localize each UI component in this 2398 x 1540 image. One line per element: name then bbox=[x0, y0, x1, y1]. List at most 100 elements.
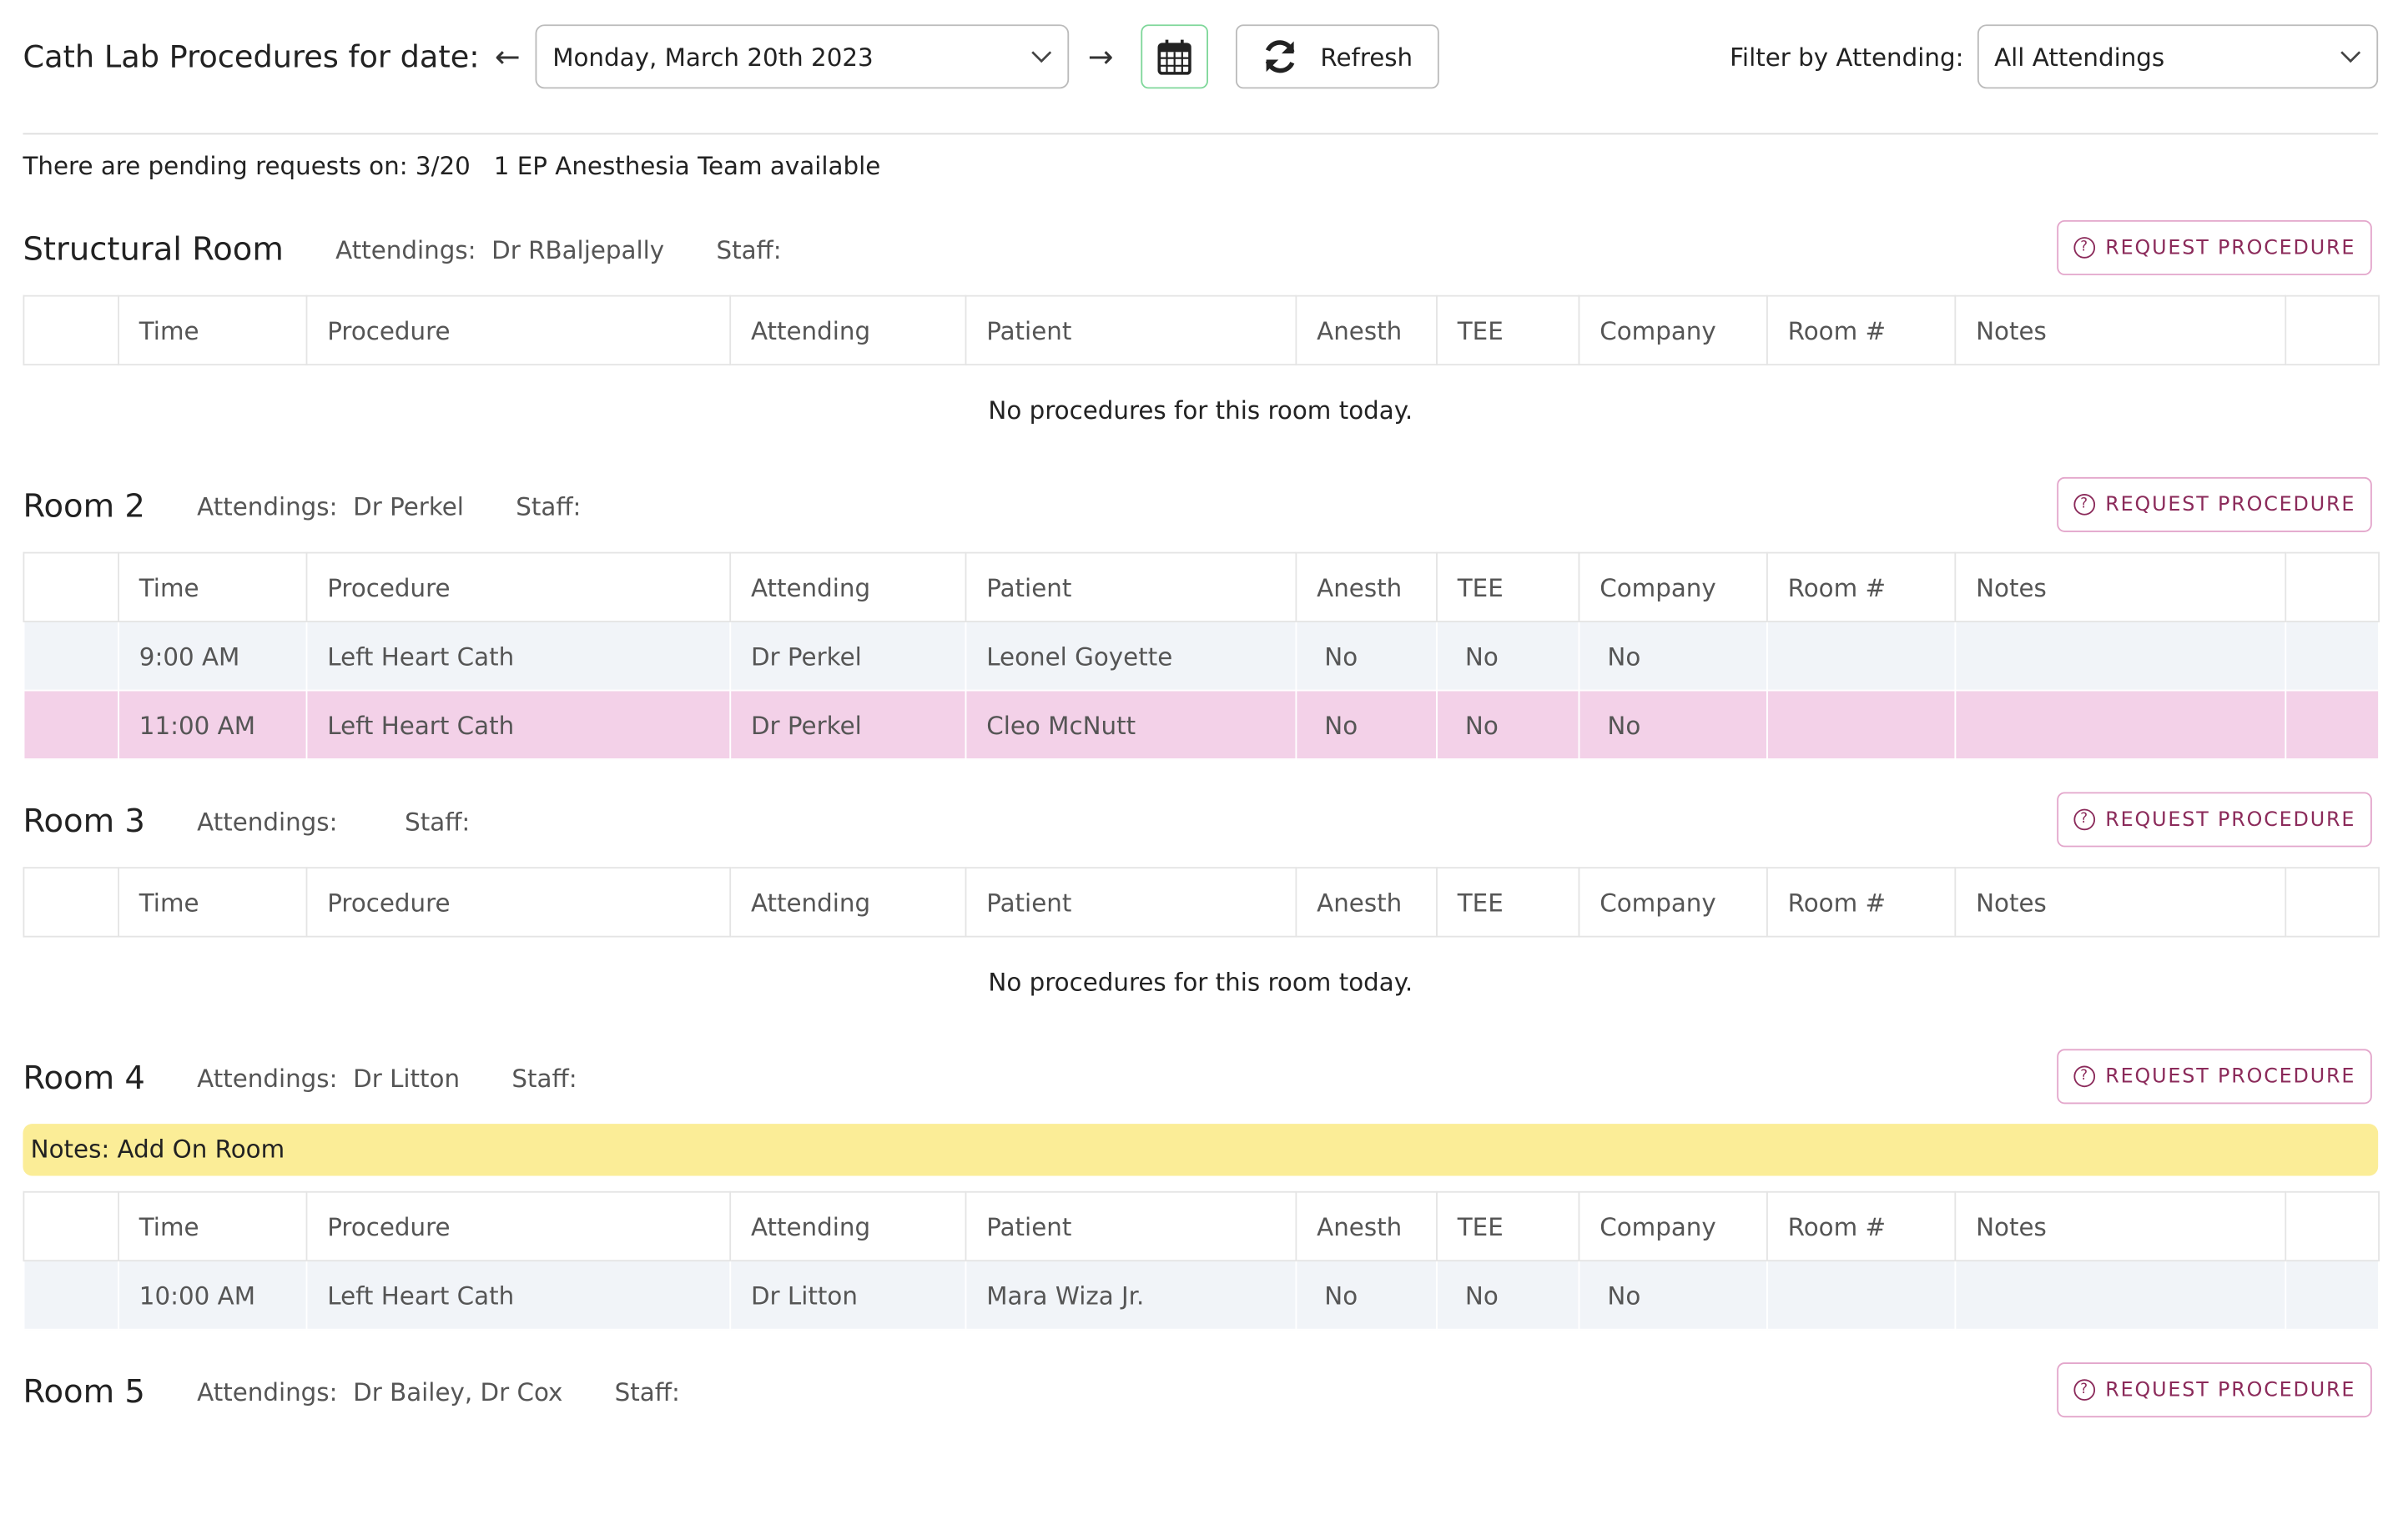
column-header: TEE bbox=[1436, 551, 1580, 622]
column-header: Room # bbox=[1766, 867, 1957, 938]
column-header: TEE bbox=[1436, 294, 1580, 366]
request-procedure-button[interactable]: ? REQUEST PROCEDURE bbox=[2057, 1049, 2372, 1105]
cell: Dr Litton bbox=[729, 1260, 967, 1331]
procedure-table: Time Procedure Attending Patient Anesth TEE Co… bbox=[23, 1190, 2380, 1331]
toolbar: Cath Lab Procedures for date: ← Monday, … bbox=[23, 23, 2379, 90]
cell bbox=[1954, 689, 2287, 760]
attendings-value: Dr Perkel bbox=[353, 491, 464, 521]
procedure-row[interactable]: 10:00 AM Left Heart Cath Dr Litton Mara Wiz… bbox=[23, 1260, 2380, 1331]
room-name: Room 2 bbox=[23, 487, 145, 525]
staff-label: Staff: bbox=[716, 234, 782, 264]
attendings-label: Attendings: bbox=[197, 806, 338, 836]
column-header: TEE bbox=[1436, 867, 1580, 938]
column-header: Room # bbox=[1766, 1190, 1957, 1262]
column-header: Notes bbox=[1954, 294, 2287, 366]
request-procedure-button[interactable]: ? REQUEST PROCEDURE bbox=[2057, 1362, 2372, 1418]
header-cell bbox=[2285, 1190, 2380, 1262]
room-header: Room 3 Attendings: Staff: ? REQUEST PROCEDUR… bbox=[23, 791, 2378, 852]
filter-value: All Attendings bbox=[1994, 42, 2165, 72]
column-header: Attending bbox=[729, 551, 967, 622]
cell: No bbox=[1436, 1260, 1580, 1331]
column-header: Company bbox=[1578, 294, 1768, 366]
procedure-row[interactable]: 9:00 AM Left Heart Cath Dr Perkel Leonel Go… bbox=[23, 621, 2380, 692]
request-procedure-button[interactable]: ? REQUEST PROCEDURE bbox=[2057, 476, 2372, 532]
cell: Leonel Goyette bbox=[965, 621, 1297, 692]
column-header: Company bbox=[1578, 1190, 1768, 1262]
cell: No bbox=[1295, 621, 1438, 692]
column-header: TEE bbox=[1436, 1190, 1580, 1262]
column-header: Patient bbox=[965, 551, 1297, 622]
column-header: Patient bbox=[965, 1190, 1297, 1262]
attendings: Attendings: Dr RBaljepally bbox=[335, 234, 664, 264]
attendings-value: Dr Litton bbox=[353, 1063, 461, 1093]
column-header: Procedure bbox=[305, 1190, 732, 1262]
attendings-label: Attendings: bbox=[335, 234, 476, 264]
cell: No bbox=[1436, 621, 1580, 692]
staff-label: Staff: bbox=[405, 806, 471, 836]
cell: Left Heart Cath bbox=[305, 689, 732, 760]
column-header: Room # bbox=[1766, 294, 1957, 366]
cell: 9:00 AM bbox=[118, 621, 308, 692]
column-header: Notes bbox=[1954, 1190, 2287, 1262]
attending-filter[interactable]: All Attendings bbox=[1977, 24, 2379, 89]
header-row: Time Procedure Attending Patient Anesth TEE Co… bbox=[23, 1190, 2380, 1262]
header-cell bbox=[23, 1190, 119, 1262]
cell bbox=[23, 1260, 119, 1331]
request-label: REQUEST PROCEDURE bbox=[2105, 1378, 2356, 1402]
cell: No bbox=[1295, 689, 1438, 760]
cell: No bbox=[1295, 1260, 1438, 1331]
column-header: Notes bbox=[1954, 551, 2287, 622]
column-header: Anesth bbox=[1295, 1190, 1438, 1262]
date-select[interactable]: Monday, March 20th 2023 bbox=[536, 24, 1070, 89]
room-name: Room 5 bbox=[23, 1372, 145, 1410]
request-procedure-button[interactable]: ? REQUEST PROCEDURE bbox=[2057, 219, 2372, 275]
column-header: Anesth bbox=[1295, 294, 1438, 366]
notice: There are pending requests on: 3/20 1 EP… bbox=[23, 151, 880, 180]
room-notes: Notes: Add On Room bbox=[23, 1124, 2379, 1176]
header-cell bbox=[23, 294, 119, 366]
empty-message: No procedures for this room today. bbox=[988, 395, 1413, 425]
help-icon: ? bbox=[2073, 808, 2095, 831]
column-header: Anesth bbox=[1295, 551, 1438, 622]
procedure-table: Time Procedure Attending Patient Anesth TEE Co… bbox=[23, 551, 2380, 760]
prev-day[interactable]: ← bbox=[494, 38, 521, 75]
room-header: Room 4 Attendings: Dr Litton Staff:? REQUES… bbox=[23, 1048, 2378, 1109]
cell bbox=[1954, 621, 2287, 692]
cell: Mara Wiza Jr. bbox=[965, 1260, 1297, 1331]
cell: No bbox=[1578, 621, 1768, 692]
header-cell bbox=[2285, 551, 2380, 622]
column-header: Patient bbox=[965, 867, 1297, 938]
attendings-value: Dr RBaljepally bbox=[491, 234, 665, 264]
procedure-table: Time Procedure Attending Patient Anesth TEE Co… bbox=[23, 867, 2380, 938]
calendar-button[interactable] bbox=[1141, 24, 1209, 89]
column-header: Anesth bbox=[1295, 867, 1438, 938]
header-row: Time Procedure Attending Patient Anesth TEE Co… bbox=[23, 294, 2380, 366]
refresh-button[interactable]: Refresh bbox=[1236, 24, 1439, 89]
cell bbox=[1766, 689, 1957, 760]
request-procedure-button[interactable]: ? REQUEST PROCEDURE bbox=[2057, 792, 2372, 848]
procedure-row[interactable]: 11:00 AM Left Heart Cath Dr Perkel Cleo McN… bbox=[23, 689, 2380, 760]
next-day[interactable]: → bbox=[1087, 38, 1114, 75]
room-name: Structural Room bbox=[23, 230, 284, 268]
room-header: Structural Room Attendings: Dr RBaljepall… bbox=[23, 219, 2378, 279]
room: Room 3 Attendings: Staff: ? REQUEST PROCEDUR… bbox=[23, 791, 2380, 1029]
request-label: REQUEST PROCEDURE bbox=[2105, 493, 2356, 516]
column-header: Company bbox=[1578, 551, 1768, 622]
column-header: Attending bbox=[729, 1190, 967, 1262]
column-header: Patient bbox=[965, 294, 1297, 366]
refresh-label: Refresh bbox=[1320, 42, 1413, 72]
help-icon: ? bbox=[2073, 1379, 2095, 1401]
cell bbox=[2285, 689, 2380, 760]
header-row: Time Procedure Attending Patient Anesth TEE Co… bbox=[23, 551, 2380, 622]
column-header: Time bbox=[118, 1190, 308, 1262]
attendings-value: Dr Bailey, Dr Cox bbox=[353, 1376, 563, 1407]
room-name: Room 3 bbox=[23, 803, 145, 840]
header-cell bbox=[2285, 867, 2380, 938]
column-header: Attending bbox=[729, 294, 967, 366]
cell: Left Heart Cath bbox=[305, 621, 732, 692]
help-icon: ? bbox=[2073, 1065, 2095, 1088]
chevron bbox=[2340, 51, 2361, 63]
cell bbox=[23, 689, 119, 760]
empty-message: No procedures for this room today. bbox=[988, 968, 1413, 998]
